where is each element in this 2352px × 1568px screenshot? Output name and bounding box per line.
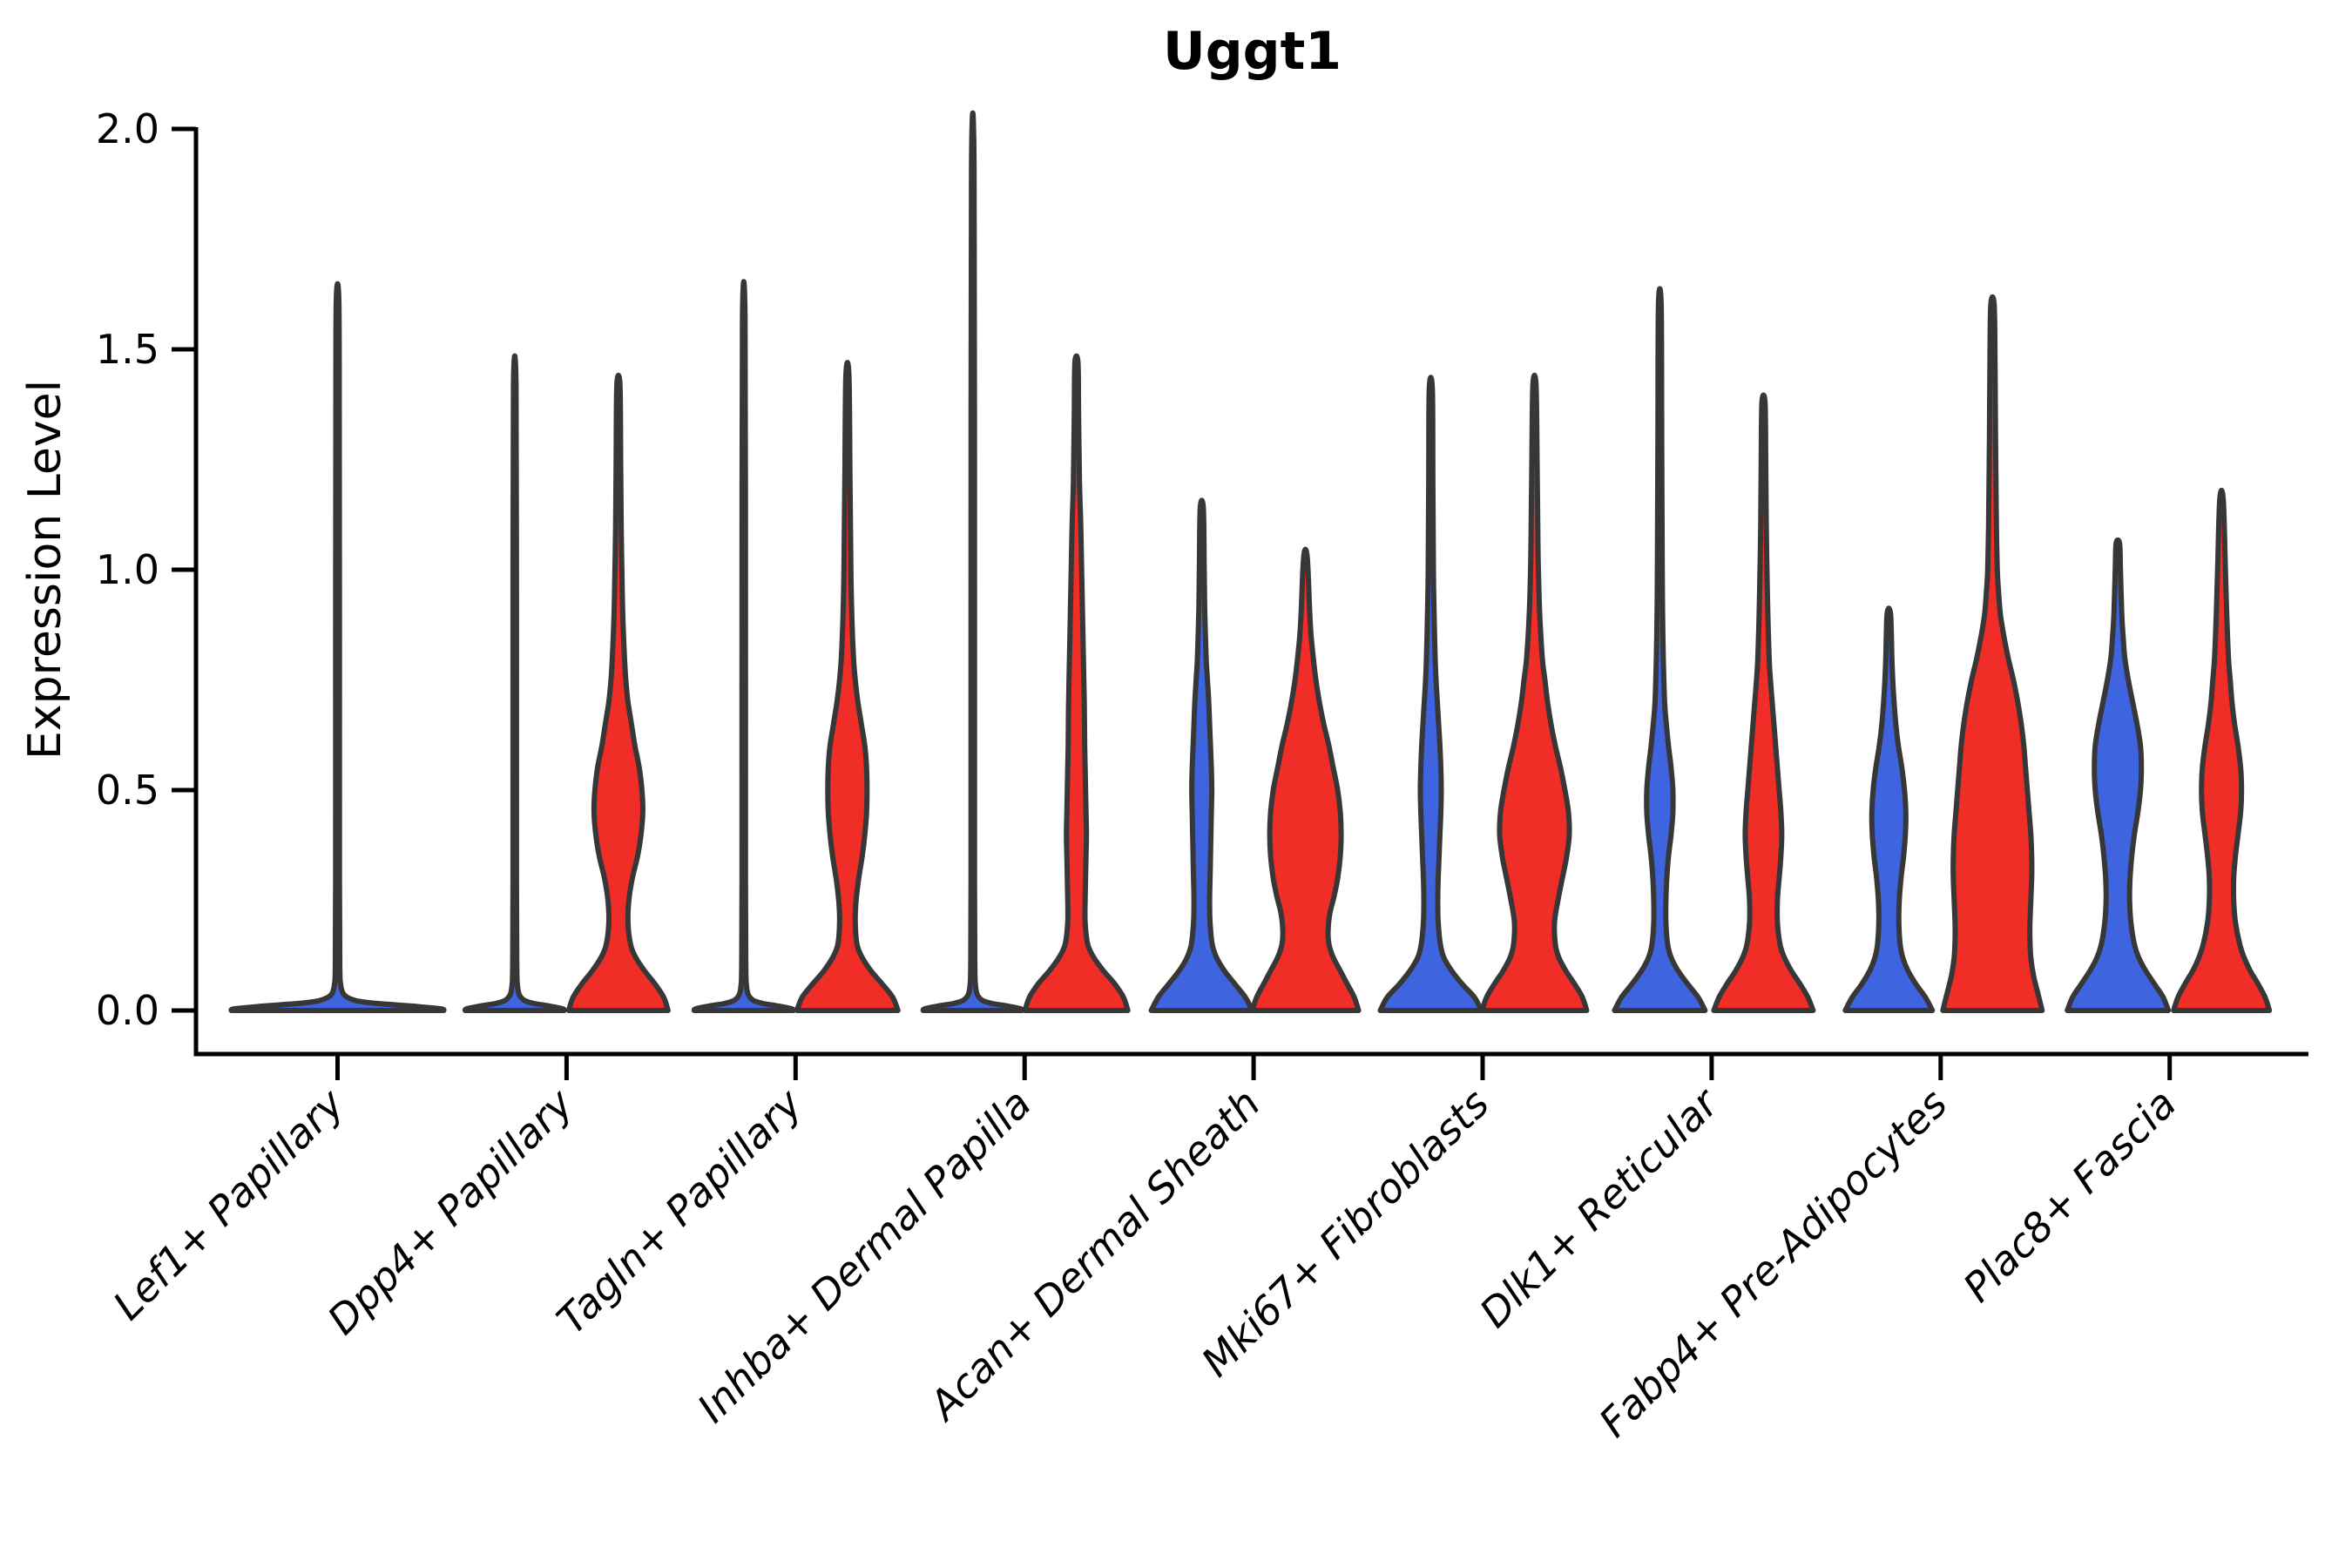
violin-acan-group2 xyxy=(1249,546,1362,1013)
x-tick-label: Plac8+ Fascia xyxy=(1954,1080,2185,1311)
y-tick-label: 1.5 xyxy=(96,326,159,373)
violin-tagln-group1 xyxy=(691,279,796,1013)
x-tick-label: Dlk1+ Reticular xyxy=(1470,1078,1729,1336)
violin-dpp4-group2 xyxy=(565,372,671,1013)
y-tick-label: 0.0 xyxy=(96,987,159,1034)
chart-title: Uggt1 xyxy=(1162,21,1342,82)
y-tick-label: 1.0 xyxy=(96,546,159,593)
violin-dlk1-group2 xyxy=(1711,392,1816,1013)
violin-lef1-single xyxy=(228,280,447,1013)
y-tick-label: 2.0 xyxy=(96,105,159,152)
violin-acan-group1 xyxy=(1148,497,1255,1013)
violin-inhba-group1 xyxy=(920,110,1025,1013)
y-tick-label: 0.5 xyxy=(96,767,159,814)
x-tick-label: Tagln+ Papillary xyxy=(548,1079,812,1343)
violin-tagln-group2 xyxy=(794,360,901,1013)
violin-mki67-group2 xyxy=(1479,372,1590,1013)
violin-fabp4-group2 xyxy=(1940,294,2045,1013)
violin-plac8-group2 xyxy=(2171,487,2273,1013)
violin-plac8-group1 xyxy=(2065,537,2172,1013)
violin-dlk1-group1 xyxy=(1612,286,1708,1013)
violin-dpp4-group1 xyxy=(462,353,567,1013)
x-tick-label: Lef1+ Papillary xyxy=(104,1079,353,1328)
violin-mki67-group1 xyxy=(1377,375,1484,1013)
violin-fabp4-group1 xyxy=(1842,605,1936,1013)
x-tick-label: Dpp4+ Papillary xyxy=(319,1079,583,1343)
violin-inhba-group2 xyxy=(1022,353,1131,1013)
y-axis-label: Expression Level xyxy=(19,379,71,760)
